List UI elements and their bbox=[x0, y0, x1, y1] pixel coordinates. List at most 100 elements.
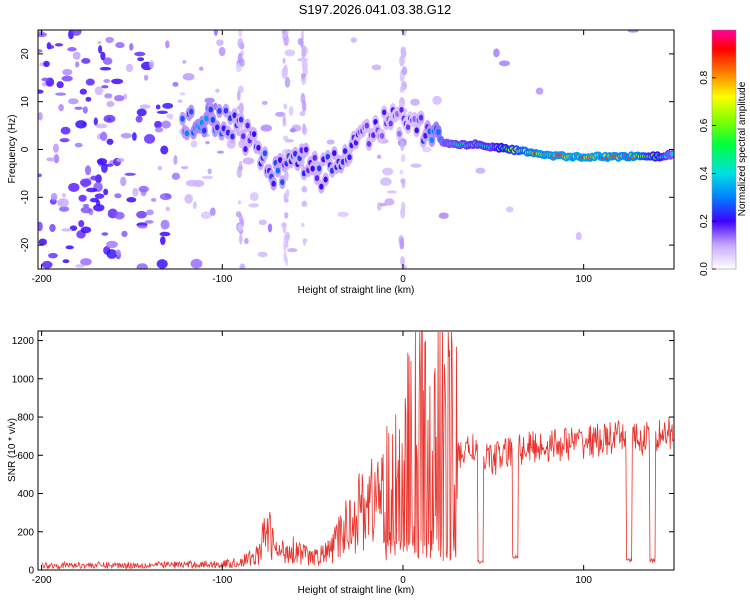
snr-x-ticks: -200 -100 0 100 bbox=[32, 331, 592, 586]
spectrogram-noise-blob bbox=[59, 138, 70, 143]
spectrogram-streak-blob bbox=[400, 46, 407, 56]
spectrogram-noise-blob bbox=[201, 175, 214, 180]
spectrogram-noise-blob bbox=[97, 40, 102, 45]
spectrogram-streak-blob bbox=[400, 140, 405, 152]
spectrogram-noise-blob bbox=[114, 211, 125, 220]
spectrogram-noise-blob bbox=[136, 263, 148, 269]
spectrogram-streak-blob bbox=[401, 201, 406, 212]
spectrogram-noise-blob bbox=[337, 211, 349, 218]
spectrogram-streak-blob bbox=[299, 37, 304, 48]
spectrogram-noise-blob bbox=[111, 78, 124, 85]
colorbar-tick-label: 0.0 bbox=[699, 262, 710, 276]
spectrogram-noise-blob bbox=[120, 176, 127, 187]
spectrogram-noise-blob bbox=[165, 206, 170, 212]
spectrogram-streak-blob bbox=[236, 167, 243, 179]
spectrogram-streak-blob bbox=[282, 117, 287, 127]
spectrogram-noise-blob bbox=[505, 206, 514, 213]
spectrogram-noise-blob bbox=[207, 168, 212, 175]
spectrogram-streak-blob bbox=[403, 30, 407, 37]
spectrogram-noise-blob bbox=[96, 158, 108, 166]
spectrogram-noise-blob bbox=[49, 223, 56, 233]
spectrogram-streak-blob bbox=[280, 222, 287, 228]
snr-y-axis-label: SNR (10 * v/v) bbox=[7, 418, 18, 482]
spectrogram-noise-blob bbox=[52, 143, 59, 154]
spectrogram-noise-blob bbox=[98, 45, 103, 54]
spectrogram-noise-blob bbox=[204, 97, 215, 104]
spectrogram-streak-blob bbox=[300, 93, 306, 105]
spectrogram-noise-blob bbox=[59, 206, 70, 212]
colorbar-gradient bbox=[712, 30, 736, 269]
spectrogram-noise-blob bbox=[38, 173, 42, 177]
spectrogram-streak-blob bbox=[301, 185, 308, 193]
spectrogram-ridge-core bbox=[271, 180, 276, 187]
spectrogram-noise-blob bbox=[350, 37, 358, 43]
spectrogram-noise-blob bbox=[50, 192, 58, 201]
colorbar-tick-label: 0.6 bbox=[699, 118, 710, 132]
spectrogram-noise-blob bbox=[99, 66, 112, 71]
spectrogram-ridge-core bbox=[347, 154, 352, 161]
spectrogram-noise-blob bbox=[114, 193, 122, 199]
spectrogram-noise-blob bbox=[216, 150, 225, 154]
spectrogram-streak-blob bbox=[284, 76, 291, 88]
spectrogram-noise-blob bbox=[78, 194, 87, 202]
spectrogram-noise-blob bbox=[103, 188, 109, 196]
spectrogram-streak-blob bbox=[400, 178, 406, 184]
spectrogram-noise-blob bbox=[62, 259, 70, 264]
spectrogram-streak-blob bbox=[399, 85, 405, 94]
spectrogram-noise-blob bbox=[244, 237, 249, 245]
spectrogram-ridge-core bbox=[256, 144, 261, 151]
spectrogram-y-tick-label: -10 bbox=[20, 190, 31, 205]
spectrogram-noise-blob bbox=[242, 157, 255, 165]
spectrogram-ridge-core bbox=[332, 150, 337, 157]
spectrogram-noise-blob bbox=[101, 85, 109, 89]
spectrogram-noise-blob bbox=[106, 138, 114, 145]
spectrogram-noise-blob bbox=[185, 179, 198, 187]
spectrogram-x-tick-label: 100 bbox=[575, 274, 592, 285]
spectrogram-noise-blob bbox=[80, 258, 92, 266]
spectrogram-noise-blob bbox=[38, 89, 44, 94]
spectrogram-noise-blob bbox=[160, 219, 170, 230]
spectrogram-ridge-core bbox=[208, 106, 213, 113]
spectrogram-ridge-core bbox=[230, 133, 235, 140]
spectrogram-noise-blob bbox=[136, 210, 147, 219]
spectrogram-noise-blob bbox=[138, 185, 149, 193]
spectrogram-noise-blob bbox=[154, 120, 163, 129]
snr-y-tick-label: 200 bbox=[17, 527, 34, 538]
spectrogram-noise-blob bbox=[75, 264, 85, 268]
spectrogram-streak-blob bbox=[237, 223, 243, 232]
spectrogram-noise-blob bbox=[93, 204, 105, 212]
spectrogram-streak-blob bbox=[238, 160, 243, 168]
spectrogram-streak-blob bbox=[302, 238, 308, 243]
spectrogram-noise-blob bbox=[137, 57, 145, 62]
spectrogram-noise-blob bbox=[134, 51, 146, 57]
spectrogram-noise-blob bbox=[61, 228, 73, 232]
spectrogram-streak-blob bbox=[282, 57, 286, 64]
spectrogram-streak-blob bbox=[400, 154, 406, 163]
spectrogram-noise-blob bbox=[190, 140, 198, 148]
spectrogram-noise-blob bbox=[184, 194, 193, 204]
spectrogram-noise-blob bbox=[103, 79, 111, 83]
spectrogram-streak-blob bbox=[237, 200, 242, 205]
spectrogram-ridge-core bbox=[414, 127, 419, 134]
spectrogram-noise-blob bbox=[55, 92, 67, 96]
spectrogram-noise-blob bbox=[74, 142, 83, 148]
spectrogram-noise-blob bbox=[215, 88, 220, 93]
spectrogram-noise-blob bbox=[382, 167, 394, 176]
spectrogram-noise-blob bbox=[198, 66, 204, 71]
spectrogram-noise-blob bbox=[85, 96, 92, 102]
spectrogram-noise-blob bbox=[160, 145, 169, 155]
spectrogram-noise-blob bbox=[172, 81, 179, 87]
spectrogram-noise-blob bbox=[101, 232, 109, 236]
spectrogram-noise-blob bbox=[115, 249, 121, 256]
spectrogram-ridge-core bbox=[312, 154, 318, 161]
spectrogram-noise-blob bbox=[139, 104, 151, 109]
spectrogram-noise-blob bbox=[190, 258, 203, 269]
spectrogram-noise-blob bbox=[103, 114, 116, 123]
spectrogram-noise-blob bbox=[80, 226, 92, 234]
spectrogram-ridge-core bbox=[379, 132, 385, 139]
spectrogram-ridge-core bbox=[436, 128, 441, 135]
spectrogram-noise-blob bbox=[192, 201, 197, 210]
spectrogram-noise-blob bbox=[493, 48, 500, 58]
spectrogram-ridge-core bbox=[184, 130, 190, 137]
spectrogram-noise-blob bbox=[82, 106, 88, 114]
